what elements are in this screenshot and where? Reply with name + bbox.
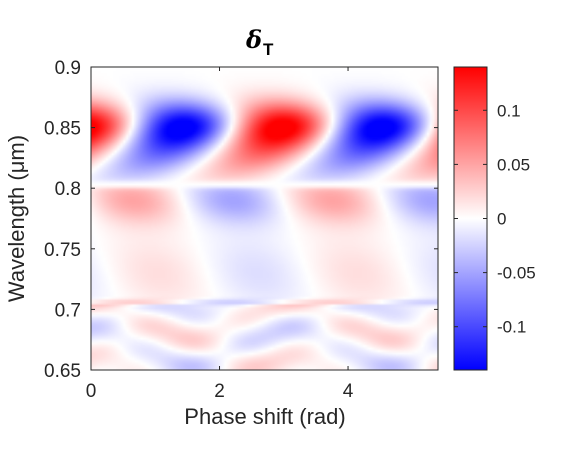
- heatmap-plot-area: [90, 66, 439, 371]
- y-axis-ticks: 0.65 0.7 0.75 0.8 0.85 0.9: [44, 58, 438, 382]
- y-tick-label: 0.7: [55, 300, 81, 321]
- x-tick-label: 2: [214, 381, 225, 402]
- colorbar-tick-label: 0: [497, 210, 506, 229]
- y-tick-label: 0.75: [44, 240, 81, 261]
- y-axis-label: Wavelength (μm): [4, 135, 29, 302]
- y-tick-label: 0.8: [55, 179, 81, 200]
- title-symbol: δ: [245, 25, 262, 54]
- colorbar-tick-label: -0.1: [497, 318, 526, 337]
- y-tick-label: 0.9: [55, 58, 81, 79]
- colorbar-tick-label: -0.05: [497, 264, 536, 283]
- x-tick-label: 4: [343, 381, 354, 402]
- colorbar-tick-label: 0.05: [497, 155, 530, 174]
- chart-title: δ T: [245, 25, 274, 59]
- colorbar: -0.1 -0.05 0 0.05 0.1: [453, 66, 536, 371]
- plot-frame: [90, 66, 439, 371]
- x-axis-ticks: 0 2 4: [86, 67, 354, 402]
- colorbar-tick-label: 0.1: [497, 101, 521, 120]
- y-tick-label: 0.85: [44, 119, 81, 140]
- colorbar-ticks: -0.1 -0.05 0 0.05 0.1: [454, 101, 536, 337]
- title-subscript: T: [263, 40, 274, 59]
- x-tick-label: 0: [86, 381, 97, 402]
- colorbar-gradient: [454, 67, 487, 370]
- y-tick-label: 0.65: [44, 361, 81, 382]
- heatmap-image: [91, 67, 438, 370]
- x-axis-label: Phase shift (rad): [184, 404, 345, 429]
